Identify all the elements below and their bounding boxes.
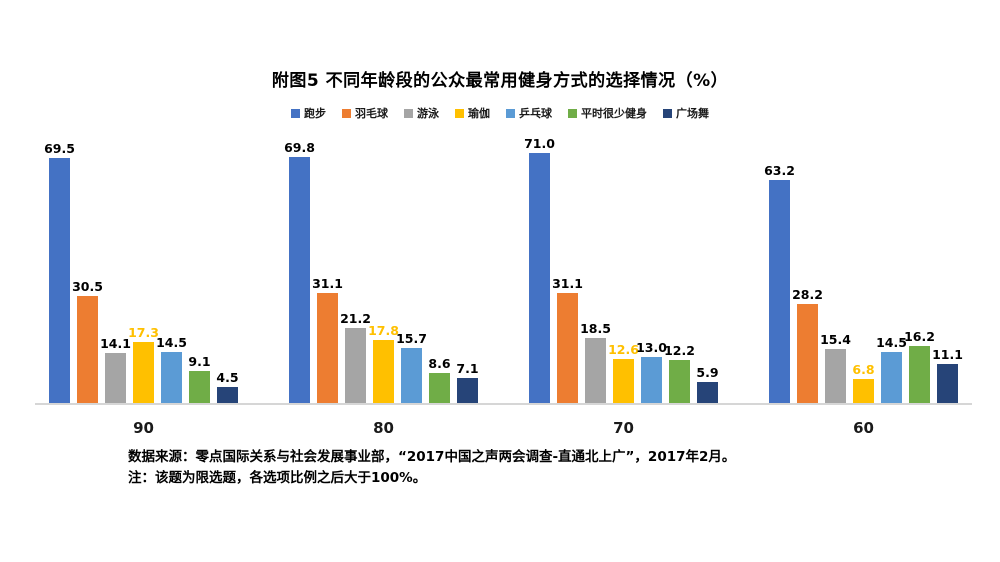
bar-value-label: 17.3 [128, 325, 159, 340]
category-label: 80 [373, 419, 394, 437]
bar-value-label: 12.2 [664, 343, 695, 358]
bar-value-label: 8.6 [428, 355, 451, 371]
legend-label: 游泳 [417, 107, 439, 120]
legend-swatch-icon [663, 108, 672, 118]
category-label: 60 [853, 419, 874, 437]
bar-value-label: 7.1 [456, 361, 479, 376]
legend-swatch-icon [404, 108, 413, 118]
category-label: 90 [133, 419, 154, 437]
plot-area: 69.5 30.5 14.1 17.3 14.5 9.1 4.5 69.8 31.1 21.2 17… [35, 130, 972, 405]
bar-value-label: 71.0 [524, 135, 555, 151]
legend-swatch-icon [455, 108, 464, 118]
category-group: 69.8 31.1 21.2 17.8 15.7 8.6 7.1 [284, 140, 479, 403]
bar-跑步: 69.5 [44, 141, 75, 403]
bar-value-label: 15.7 [396, 330, 427, 346]
bar-平时很少健身: 16.2 [904, 329, 935, 403]
bar-羽毛球: 30.5 [72, 279, 103, 403]
bar-value-label: 14.1 [100, 336, 131, 352]
chart-footnotes: 数据来源：零点国际关系与社会发展事业部，“2017中国之声两会调查-直通北上广”… [128, 447, 735, 489]
bar-瑜伽: 12.6 [608, 342, 639, 403]
bar-value-label: 28.2 [792, 286, 823, 302]
bar-瑜伽: 6.8 [852, 362, 875, 403]
bar-跑步: 71.0 [524, 136, 555, 403]
bar-value-label: 30.5 [72, 278, 103, 294]
legend-label: 羽毛球 [355, 107, 388, 120]
legend-item: 游泳 [404, 105, 439, 121]
legend-item: 广场舞 [663, 105, 709, 121]
legend-item: 瑜伽 [455, 105, 490, 121]
legend-swatch-icon [568, 108, 577, 118]
bar-广场舞: 4.5 [216, 370, 239, 403]
bar-value-label: 31.1 [312, 276, 343, 292]
bar-羽毛球: 28.2 [792, 287, 823, 403]
bar-瑜伽: 17.8 [368, 323, 399, 403]
bar-广场舞: 5.9 [696, 365, 719, 403]
bar-跑步: 69.8 [284, 140, 315, 403]
legend-swatch-icon [342, 108, 351, 118]
bar-游泳: 14.1 [100, 336, 131, 403]
legend-label: 平时很少健身 [581, 107, 647, 120]
bar-瑜伽: 17.3 [128, 325, 159, 403]
bar-value-label: 11.1 [932, 346, 963, 362]
bar-value-label: 12.6 [608, 341, 639, 357]
bar-value-label: 16.2 [904, 328, 935, 344]
bar-chart: 69.5 30.5 14.1 17.3 14.5 9.1 4.5 69.8 31.1 21.2 17… [35, 130, 972, 437]
bar-value-label: 14.5 [156, 334, 187, 350]
bar-乒乓球: 14.5 [876, 335, 907, 403]
bar-value-label: 21.2 [340, 311, 371, 327]
legend-label: 乒乓球 [519, 107, 552, 120]
bar-游泳: 15.4 [820, 332, 851, 403]
bar-广场舞: 11.1 [932, 347, 963, 403]
legend-label: 瑜伽 [468, 107, 490, 120]
category-label: 70 [613, 419, 634, 437]
bar-平时很少健身: 9.1 [188, 354, 211, 403]
bar-广场舞: 7.1 [456, 361, 479, 403]
legend-item: 跑步 [291, 105, 326, 121]
bar-value-label: 13.0 [636, 340, 667, 356]
legend-item: 平时很少健身 [568, 105, 647, 121]
bar-value-label: 6.8 [852, 362, 875, 377]
bar-乒乓球: 14.5 [156, 335, 187, 403]
bar-value-label: 31.1 [552, 276, 583, 292]
bar-value-label: 69.8 [284, 139, 315, 155]
bar-平时很少健身: 12.2 [664, 343, 695, 403]
legend-swatch-icon [506, 108, 515, 118]
bar-跑步: 63.2 [764, 163, 795, 403]
bar-乒乓球: 15.7 [396, 331, 427, 403]
category-group: 71.0 31.1 18.5 12.6 13.0 12.2 5.9 [524, 136, 719, 403]
bar-游泳: 18.5 [580, 321, 611, 403]
category-axis: 90 80 70 60 [35, 419, 972, 437]
method-note: 注：该题为限选题，各选项比例之后大于100%。 [128, 470, 427, 486]
legend-item: 羽毛球 [342, 105, 388, 121]
bar-羽毛球: 31.1 [312, 276, 343, 403]
bar-value-label: 15.4 [820, 331, 851, 347]
category-group: 63.2 28.2 15.4 6.8 14.5 16.2 11.1 [764, 163, 963, 403]
bar-游泳: 21.2 [340, 311, 371, 403]
bar-value-label: 17.8 [368, 323, 399, 339]
chart-legend: 跑步 羽毛球 游泳 瑜伽 乒乓球 平时很少健身 广场舞 [0, 105, 1000, 121]
chart-title: 附图5 不同年龄段的公众最常用健身方式的选择情况（%） [271, 71, 729, 91]
bar-value-label: 63.2 [764, 163, 795, 179]
bar-value-label: 69.5 [44, 141, 75, 156]
legend-label: 跑步 [304, 107, 326, 120]
bar-value-label: 14.5 [876, 334, 907, 350]
data-source-note: 数据来源：零点国际关系与社会发展事业部，“2017中国之声两会调查-直通北上广”… [128, 449, 736, 465]
bar-value-label: 4.5 [216, 370, 239, 386]
bar-value-label: 18.5 [580, 320, 611, 336]
legend-swatch-icon [291, 108, 300, 118]
bar-value-label: 5.9 [696, 365, 719, 381]
bar-羽毛球: 31.1 [552, 276, 583, 403]
bar-乒乓球: 13.0 [636, 340, 667, 403]
legend-item: 乒乓球 [506, 105, 552, 121]
bar-平时很少健身: 8.6 [428, 356, 451, 403]
legend-label: 广场舞 [676, 107, 709, 120]
category-group: 69.5 30.5 14.1 17.3 14.5 9.1 4.5 [44, 141, 239, 403]
bar-value-label: 9.1 [188, 353, 211, 369]
